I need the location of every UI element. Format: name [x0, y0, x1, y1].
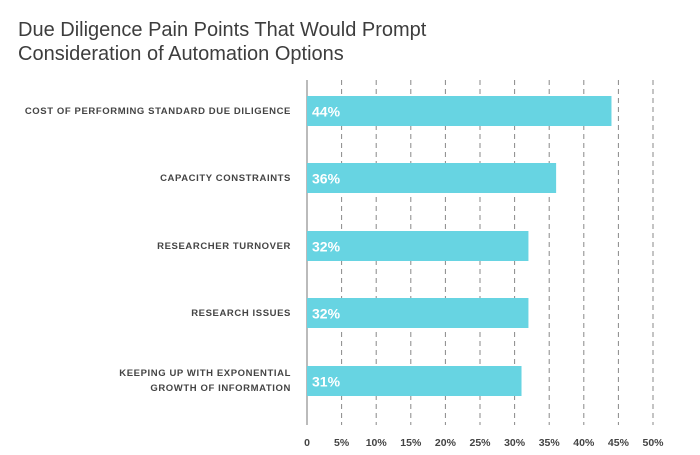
bar-value-label-4: 31%	[312, 374, 341, 390]
bar-2	[307, 231, 529, 261]
bar-3	[307, 298, 529, 328]
bar-value-label-2: 32%	[312, 239, 341, 255]
x-tick-label-30: 30%	[504, 437, 526, 449]
bar-value-label-3: 32%	[312, 306, 341, 322]
category-label-1: CAPACITY CONSTRAINTS	[160, 172, 291, 184]
bar-0	[307, 96, 612, 126]
x-tick-label-5: 5%	[334, 437, 350, 449]
x-tick-label-25: 25%	[469, 437, 491, 449]
category-label-2: RESEARCHER TURNOVER	[157, 240, 291, 252]
bar-4	[307, 366, 522, 396]
bar-1	[307, 163, 557, 193]
x-tick-label-45: 45%	[608, 437, 630, 449]
category-label-3: RESEARCH ISSUES	[191, 307, 291, 319]
chart-title: Due Diligence Pain Points That Would Pro…	[18, 19, 427, 65]
x-tick-label-0: 0	[304, 437, 310, 449]
category-label-4: KEEPING UP WITH EXPONENTIAL GROWTH OF IN…	[119, 368, 291, 394]
x-tick-label-35: 35%	[539, 437, 561, 449]
category-label-0: COST OF PERFORMING STANDARD DUE DILIGENC…	[24, 105, 291, 117]
x-tick-label-15: 15%	[400, 437, 422, 449]
x-tick-label-50: 50%	[642, 437, 664, 449]
bar-value-label-0: 44%	[312, 104, 341, 120]
x-tick-label-20: 20%	[435, 437, 457, 449]
bar-value-label-1: 36%	[312, 171, 341, 187]
x-tick-label-40: 40%	[573, 437, 595, 449]
x-tick-label-10: 10%	[366, 437, 388, 449]
